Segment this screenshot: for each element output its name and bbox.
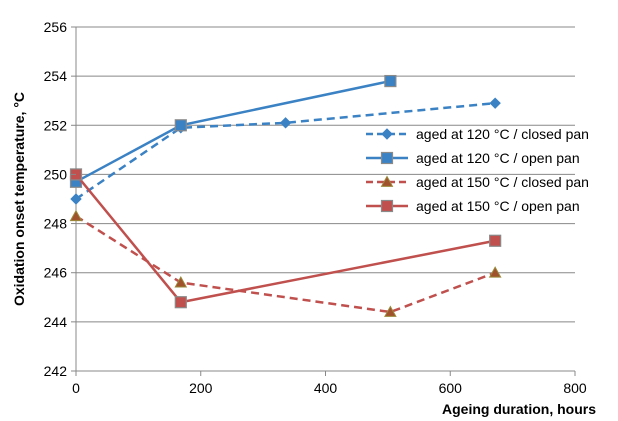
ticks-layer: 242 244 246 248 250 252 254 256 0 200 400 600 800 — [44, 19, 587, 396]
x-tick-label: 200 — [189, 380, 213, 396]
legend-label: aged at 120 °C / closed pan — [416, 126, 589, 142]
y-tick-label: 254 — [44, 68, 68, 84]
y-tick-label: 246 — [44, 265, 68, 281]
x-axis-title: Ageing duration, hours — [442, 401, 596, 417]
legend-swatch-marker — [380, 175, 394, 187]
data-point — [384, 74, 397, 88]
x-tick-label: 0 — [72, 380, 80, 396]
data-point — [70, 193, 82, 205]
y-tick-label: 242 — [44, 363, 68, 379]
y-tick-label: 256 — [44, 19, 68, 35]
legend-label: aged at 150 °C / open pan — [416, 198, 580, 214]
legend-label: aged at 120 °C / open pan — [416, 150, 580, 166]
x-tick-label: 600 — [439, 380, 463, 396]
y-tick-label: 252 — [44, 117, 68, 133]
data-point — [279, 117, 292, 129]
data-point — [489, 97, 501, 109]
series-layer — [69, 74, 502, 317]
y-tick-label: 248 — [44, 216, 68, 232]
data-point — [69, 209, 83, 222]
series-2 — [69, 74, 397, 188]
legend-item: aged at 120 °C / open pan — [366, 150, 580, 166]
legend-item: aged at 120 °C / closed pan — [366, 126, 589, 142]
legend-item: aged at 150 °C / open pan — [366, 198, 580, 214]
data-point — [384, 305, 397, 317]
legend-label: aged at 150 °C / closed pan — [416, 174, 589, 190]
y-tick-label: 244 — [44, 314, 68, 330]
data-point — [488, 266, 502, 278]
series-line — [75, 215, 496, 314]
data-point — [174, 296, 187, 309]
x-tick-label: 400 — [314, 380, 338, 396]
data-point — [489, 234, 502, 247]
legend-item: aged at 150 °C / closed pan — [366, 174, 589, 190]
y-tick-label: 250 — [44, 166, 68, 182]
data-point — [174, 276, 188, 288]
legend: aged at 120 °C / closed pan aged at 120 °… — [366, 126, 589, 214]
series-line — [75, 173, 496, 304]
data-point — [174, 119, 187, 132]
y-axis-title: Oxidation onset temperature, °C — [11, 92, 27, 306]
legend-swatch-marker — [381, 128, 393, 140]
series-3 — [69, 209, 502, 317]
legend-swatch-marker — [380, 199, 394, 213]
legend-swatch-marker — [380, 151, 394, 165]
x-tick-label: 800 — [563, 380, 587, 396]
